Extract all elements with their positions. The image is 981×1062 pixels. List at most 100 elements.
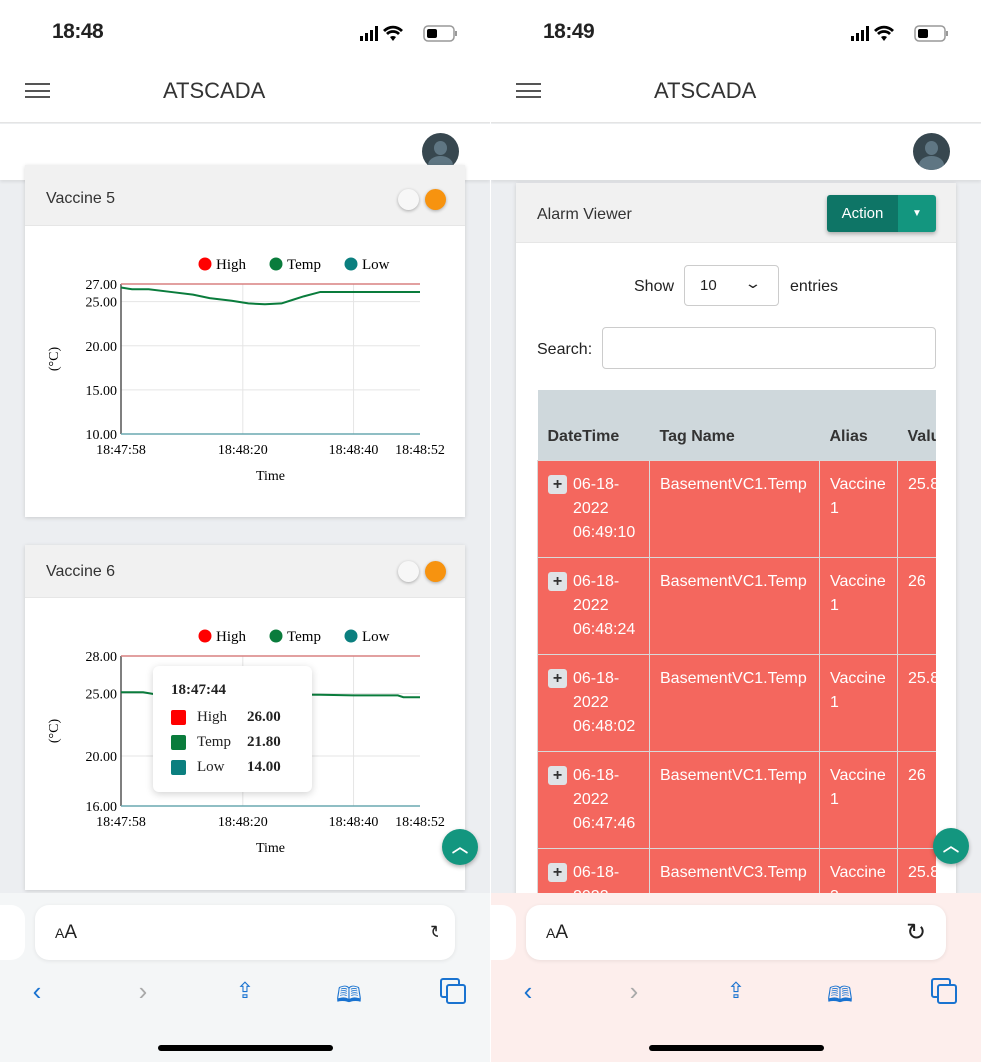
card-header: Alarm Viewer Action ▼ xyxy=(516,183,956,243)
card-title: Vaccine 5 xyxy=(46,190,116,207)
address-bar[interactable] xyxy=(35,905,455,960)
status-time: 18:49 xyxy=(543,20,595,43)
entries-value: 10 xyxy=(700,277,717,294)
cell-alias: Vaccine 1 xyxy=(819,459,898,558)
cell-alias: Vaccine 1 xyxy=(819,556,898,655)
tooltip-time: 18:47:44 xyxy=(171,682,226,698)
scroll-to-top-button[interactable]: ︿ xyxy=(933,828,969,864)
series-line-temp xyxy=(121,691,420,699)
table-row[interactable]: +06-18-2022 06:47:46 BasementVC1.Temp Vac… xyxy=(537,750,936,849)
time: 06:48:24 xyxy=(573,620,636,638)
legend-label: Low xyxy=(362,629,390,645)
scroll-to-top-button[interactable]: ︿ xyxy=(442,829,478,865)
action-dropdown-caret-icon[interactable]: ▼ xyxy=(898,195,936,232)
hamburger-menu-icon[interactable] xyxy=(516,83,541,98)
cell-value: 25.8 xyxy=(897,653,936,752)
x-tick-label: 18:47:58 xyxy=(96,443,146,458)
brand-title: ATSCADA xyxy=(654,78,757,103)
forward-icon[interactable]: › xyxy=(138,976,148,1006)
legend-dot-icon xyxy=(269,257,283,271)
cell-tag-name: BasementVC1.Temp xyxy=(649,653,820,752)
x-axis-title: Time xyxy=(256,841,285,856)
tooltip-value: 21.80 xyxy=(247,734,281,750)
entries-select[interactable]: 10 ⌄ xyxy=(684,265,779,306)
expand-row-plus-icon[interactable]: + xyxy=(548,668,567,688)
time: 06:48:02 xyxy=(573,717,636,735)
x-tick-label: 18:48:40 xyxy=(329,443,379,458)
cell-value: 25.8 xyxy=(897,459,936,558)
share-icon[interactable]: ⇪ xyxy=(726,978,746,1003)
phone-left: 18:48 ATSCADA Vaccine 5 10.00 15.00 20.00 2… xyxy=(0,0,490,1062)
column-header[interactable]: Alias xyxy=(819,390,898,460)
expand-row-plus-icon[interactable]: + xyxy=(548,862,567,882)
time: 06:49:10 xyxy=(573,523,636,541)
y-tick-label: 25.00 xyxy=(86,688,118,703)
tabs-icon[interactable] xyxy=(931,978,957,1004)
chart-tooltip: 18:47:44 High 26.00 Temp 21.80 Low 14.00 xyxy=(153,666,312,792)
x-tick-label: 18:47:58 xyxy=(96,815,146,830)
bookmarks-icon[interactable]: 🕮 xyxy=(336,982,362,1007)
tooltip-label: High xyxy=(197,709,227,725)
forward-icon[interactable]: › xyxy=(629,976,639,1006)
x-tick-label: 18:48:52 xyxy=(395,443,445,458)
reader-aa-button[interactable]: AA xyxy=(55,922,78,943)
user-bar xyxy=(491,124,981,180)
legend-dot-icon xyxy=(344,629,358,643)
swatch-icon xyxy=(171,735,186,750)
x-tick-label: 18:48:40 xyxy=(329,815,379,830)
x-tick-label: 18:48:52 xyxy=(395,815,445,830)
date: 06-18-2022 xyxy=(573,572,620,614)
avatar[interactable] xyxy=(913,133,950,170)
tooltip-value: 26.00 xyxy=(247,709,281,725)
expand-row-plus-icon[interactable]: + xyxy=(548,571,567,591)
date: 06-18-2022 xyxy=(573,766,620,808)
time: 06:47:46 xyxy=(573,814,636,832)
expand-row-plus-icon[interactable]: + xyxy=(548,765,567,785)
cell-datetime: +06-18-2022 06:48:02 xyxy=(537,653,650,752)
signal-wifi-battery-icon xyxy=(360,25,457,42)
status-light-on xyxy=(425,561,446,582)
tabs-icon[interactable] xyxy=(440,978,466,1004)
tooltip-row: High 26.00 xyxy=(171,705,294,730)
previous-tab-address-bar[interactable] xyxy=(0,905,25,960)
expand-row-plus-icon[interactable]: + xyxy=(548,474,567,494)
y-tick-label: 20.00 xyxy=(86,340,118,355)
card-title: Vaccine 6 xyxy=(46,563,116,580)
share-icon[interactable]: ⇪ xyxy=(235,978,255,1003)
tooltip-row: Low 14.00 xyxy=(171,755,294,780)
reload-icon[interactable]: ↻ xyxy=(906,919,927,946)
column-header[interactable]: Tag Name xyxy=(649,390,820,460)
tooltip-label: Low xyxy=(197,759,225,775)
table-row[interactable]: +06-18-2022 06:48:24 BasementVC1.Temp Vac… xyxy=(537,556,936,655)
reader-aa-button[interactable]: AA xyxy=(546,922,569,943)
address-bar[interactable] xyxy=(526,905,946,960)
column-header[interactable]: Value xyxy=(897,390,936,460)
action-split-button: Action ▼ xyxy=(827,195,936,232)
table-row[interactable]: +06-18-2022 06:48:02 BasementVC1.Temp Vac… xyxy=(537,653,936,752)
cell-value: 26 xyxy=(897,750,936,849)
cell-alias: Vaccine 1 xyxy=(819,750,898,849)
action-button[interactable]: Action xyxy=(827,195,898,232)
x-tick-label: 18:48:20 xyxy=(218,815,268,830)
reload-icon[interactable]: ↻ xyxy=(430,922,438,942)
search-input[interactable] xyxy=(602,327,936,369)
back-icon[interactable]: ‹ xyxy=(32,976,42,1006)
legend-label: Temp xyxy=(287,629,321,645)
table-row[interactable]: +06-18-2022 06:49:10 BasementVC1.Temp Vac… xyxy=(537,459,936,558)
tooltip-label: Temp xyxy=(197,734,231,750)
column-header[interactable]: DateTime xyxy=(537,390,650,460)
back-icon[interactable]: ‹ xyxy=(523,976,533,1006)
date: 06-18-2022 xyxy=(573,475,620,517)
legend-dot-icon xyxy=(344,257,358,271)
brand-title: ATSCADA xyxy=(163,78,266,103)
status-bar xyxy=(0,0,490,60)
legend-dot-icon xyxy=(198,257,212,271)
cell-tag-name: BasementVC1.Temp xyxy=(649,459,820,558)
previous-tab-address-bar[interactable] xyxy=(491,905,516,960)
bookmarks-icon[interactable]: 🕮 xyxy=(827,982,853,1007)
hamburger-menu-icon[interactable] xyxy=(25,83,50,98)
y-tick-label: 20.00 xyxy=(86,750,118,765)
